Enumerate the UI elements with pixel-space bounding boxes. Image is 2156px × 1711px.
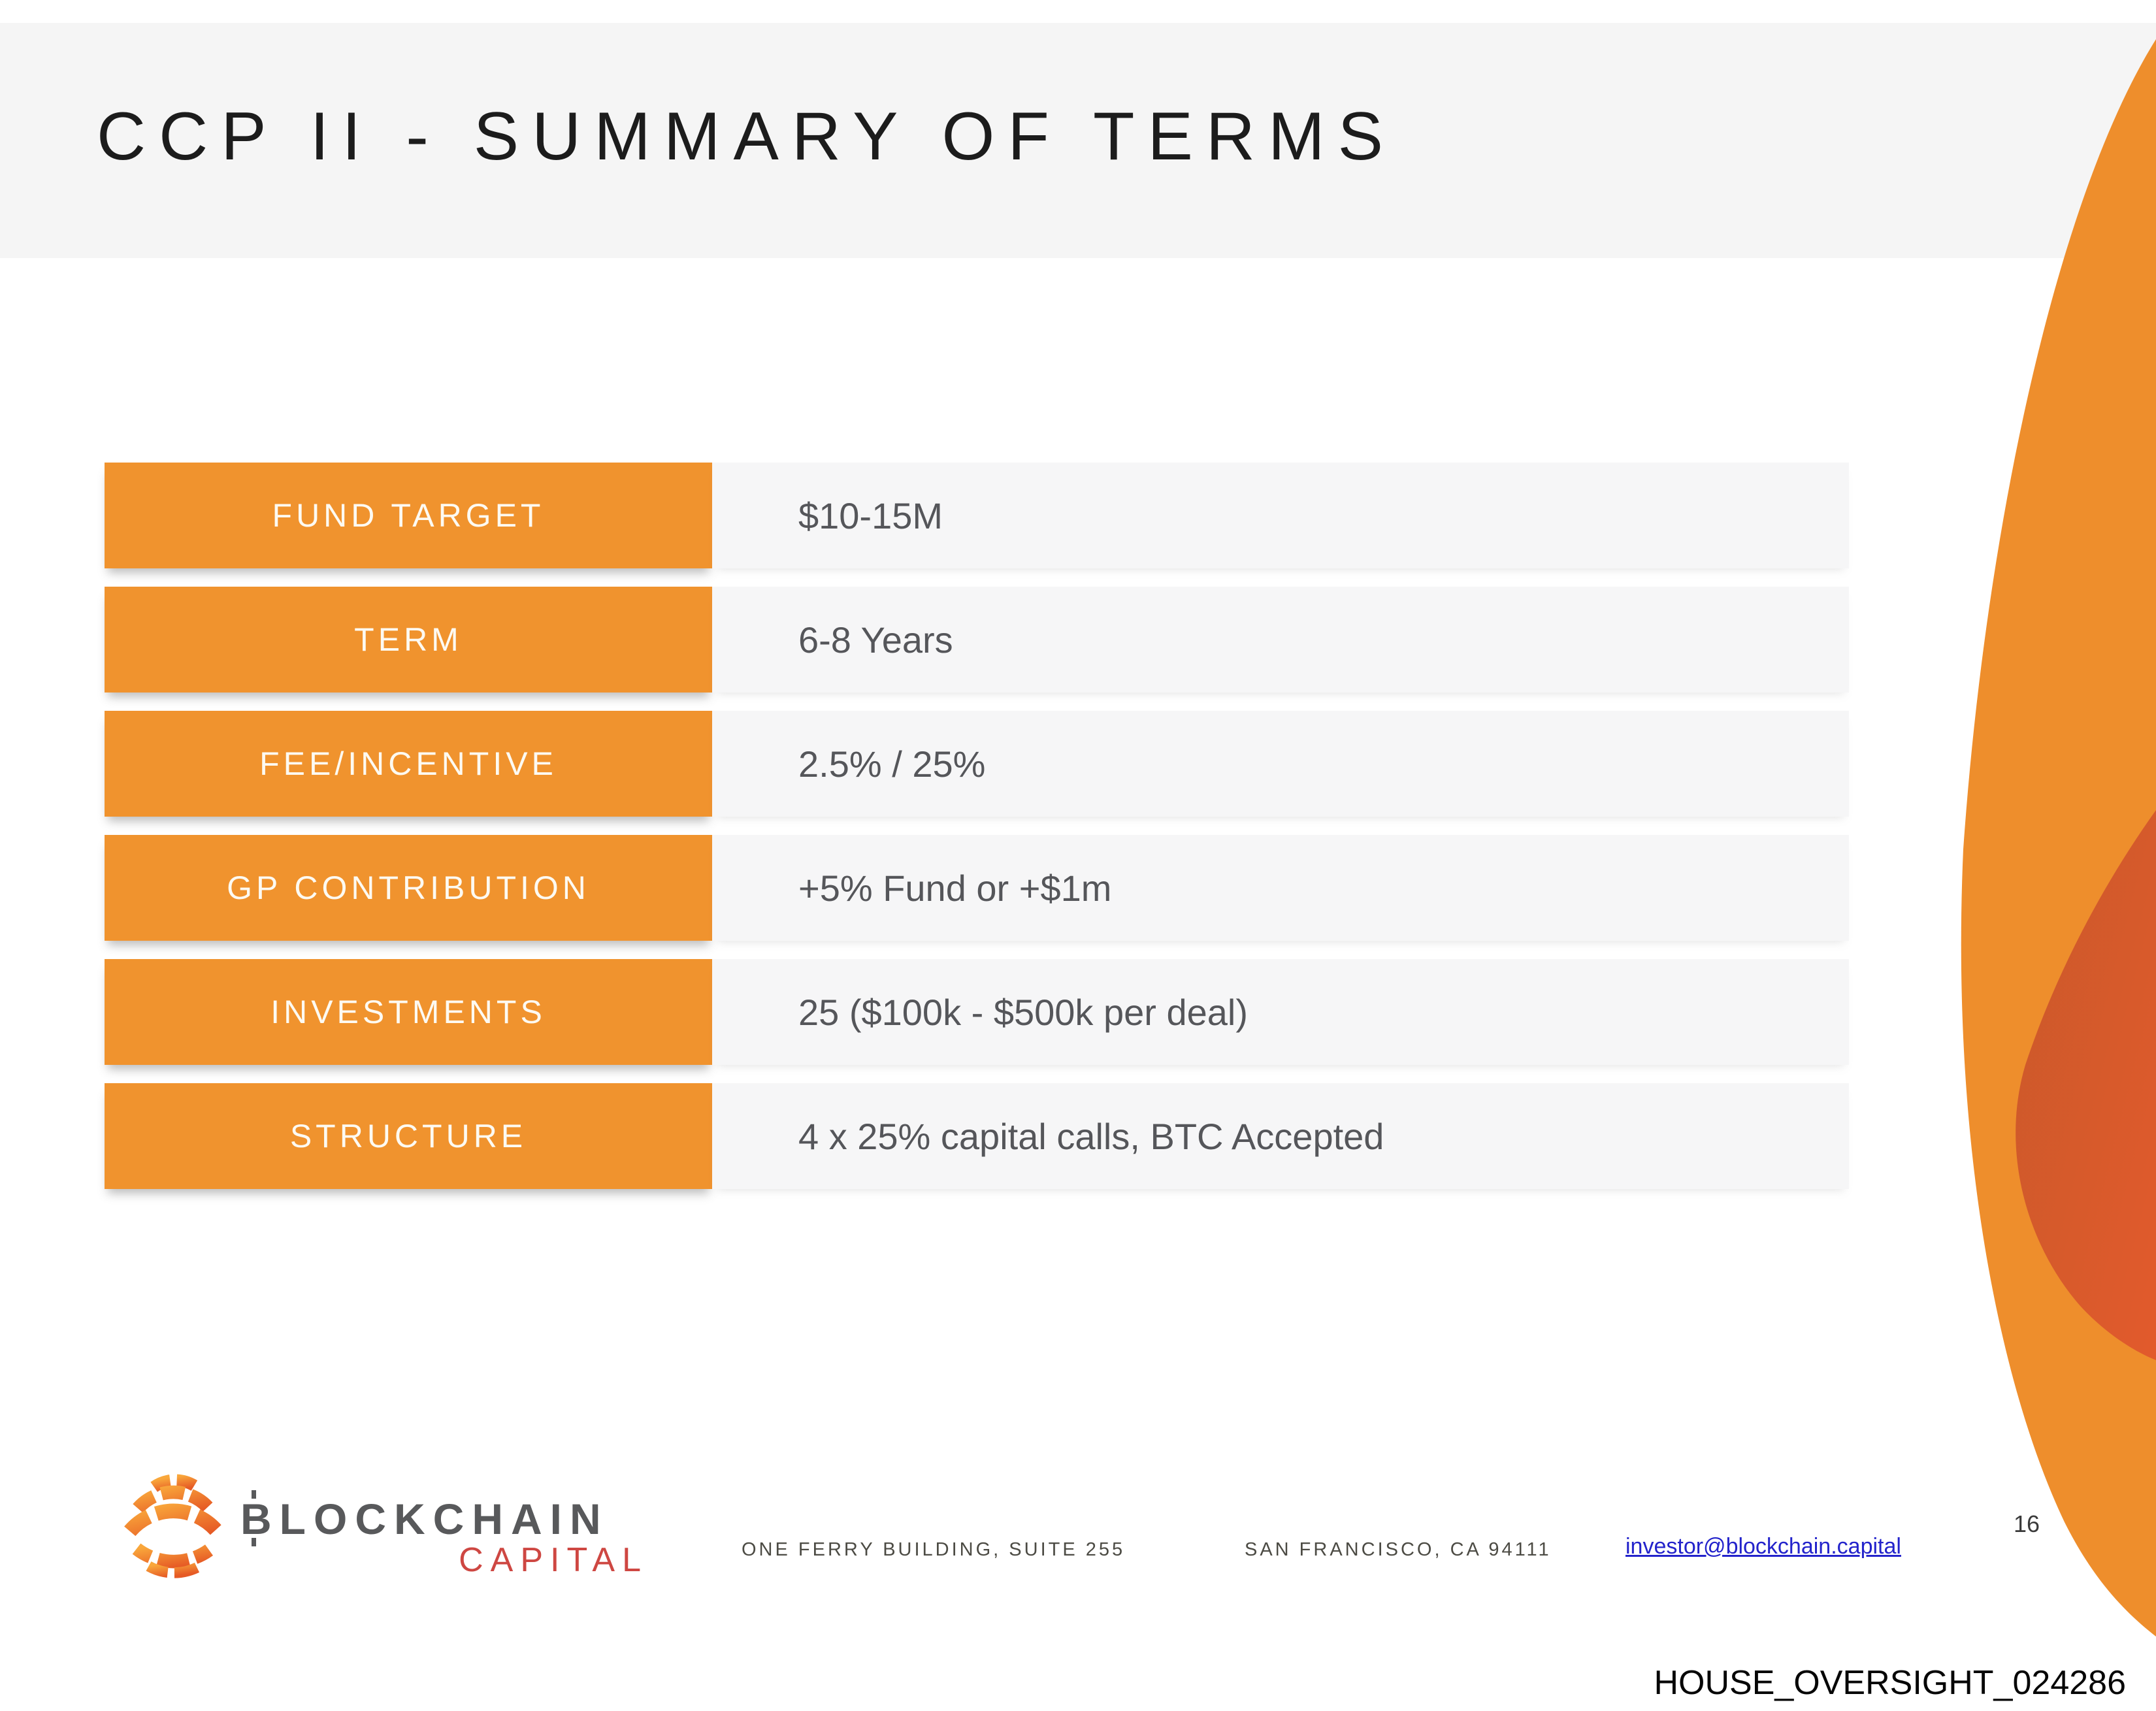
term-label: GP CONTRIBUTION: [105, 835, 712, 941]
oversight-watermark: HOUSE_OVERSIGHT_024286: [1654, 1664, 2126, 1702]
logo-subtitle: CAPITAL: [459, 1541, 648, 1579]
term-value: 4 x 25% capital calls, BTC Accepted: [712, 1083, 1849, 1189]
term-label: INVESTMENTS: [105, 959, 712, 1065]
term-value: 2.5% / 25%: [712, 711, 1849, 817]
address-line-city: SAN FRANCISCO, CA 94111: [1245, 1539, 1552, 1560]
logo-wordmark: BLOCKCHAIN: [240, 1490, 648, 1546]
term-label: STRUCTURE: [105, 1083, 712, 1189]
page-title: CCP II - SUMMARY OF TERMS: [97, 99, 1396, 174]
address-line-building: ONE FERRY BUILDING, SUITE 255: [742, 1539, 1126, 1560]
term-label: FUND TARGET: [105, 463, 712, 568]
bitcoin-b-glyph: B: [240, 1490, 280, 1546]
header-band: [0, 23, 2156, 258]
term-row: INVESTMENTS 25 ($100k - $500k per deal): [105, 959, 1849, 1065]
globe-bitcoin-sphere-icon: [124, 1474, 221, 1578]
term-row: FEE/INCENTIVE 2.5% / 25%: [105, 711, 1849, 817]
term-value: 25 ($100k - $500k per deal): [712, 959, 1849, 1065]
page-number: 16: [2014, 1510, 2040, 1537]
term-value: $10-15M: [712, 463, 1849, 568]
term-label: TERM: [105, 587, 712, 693]
term-label: FEE/INCENTIVE: [105, 711, 712, 817]
term-value: +5% Fund or +$1m: [712, 835, 1849, 941]
logo: BLOCKCHAIN CAPITAL: [240, 1490, 648, 1579]
term-row: STRUCTURE 4 x 25% capital calls, BTC Acc…: [105, 1083, 1849, 1189]
term-row: TERM 6-8 Years: [105, 587, 1849, 693]
term-row: GP CONTRIBUTION +5% Fund or +$1m: [105, 835, 1849, 941]
investor-email-link[interactable]: investor@blockchain.capital: [1625, 1534, 1901, 1559]
term-row: FUND TARGET $10-15M: [105, 463, 1849, 568]
term-value: 6-8 Years: [712, 587, 1849, 693]
logo-wordmark-rest: LOCKCHAIN: [279, 1495, 609, 1543]
